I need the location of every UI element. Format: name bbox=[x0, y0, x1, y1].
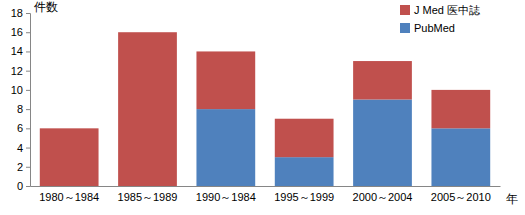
legend-item: J Med 医中誌 bbox=[400, 4, 480, 16]
x-tick-label: 1990～1984 bbox=[196, 191, 256, 203]
y-tick-label: 4 bbox=[17, 142, 23, 154]
y-axis: 0 2 4 6 8 10 12 14 16 18 bbox=[11, 7, 31, 192]
y-tick: 2 bbox=[17, 161, 30, 173]
y-tick-mark bbox=[26, 148, 30, 149]
y-tick: 18 bbox=[11, 7, 30, 19]
x-tick: 1995～1999 bbox=[274, 186, 334, 203]
y-tick-mark bbox=[26, 90, 30, 91]
bar-series bbox=[40, 32, 490, 186]
x-axis: 1980～1984 1985～1989 1990～1984 1995～1999 2000… bbox=[31, 186, 501, 203]
y-tick: 0 bbox=[17, 180, 30, 192]
y-tick-label: 8 bbox=[17, 103, 23, 115]
bar bbox=[353, 61, 412, 99]
bar bbox=[353, 100, 412, 187]
x-tick-label: 1980～1984 bbox=[39, 191, 99, 203]
y-tick-mark bbox=[26, 32, 30, 33]
y-axis-title: 件数 bbox=[34, 0, 58, 14]
y-tick-label: 2 bbox=[17, 161, 23, 173]
y-tick-label: 14 bbox=[11, 45, 23, 57]
bar bbox=[40, 128, 99, 186]
y-tick-mark bbox=[26, 128, 30, 129]
x-tick: 1980～1984 bbox=[39, 186, 99, 203]
x-tick: 1985～1989 bbox=[118, 186, 178, 203]
y-axis-line bbox=[26, 14, 31, 187]
x-tick-label: 2005～2010 bbox=[431, 191, 491, 203]
y-tick-mark bbox=[26, 109, 30, 110]
y-tick-mark bbox=[26, 51, 30, 52]
y-tick-mark bbox=[26, 13, 30, 14]
x-tick: 2000～2004 bbox=[353, 186, 413, 203]
y-tick-label: 10 bbox=[11, 84, 23, 96]
x-tick: 1990～1984 bbox=[196, 186, 256, 203]
y-tick-label: 18 bbox=[11, 7, 23, 19]
x-axis-title: 年 bbox=[506, 192, 518, 206]
bar bbox=[431, 128, 490, 186]
y-tick: 4 bbox=[17, 142, 30, 154]
legend-swatch bbox=[400, 23, 410, 33]
y-tick: 6 bbox=[17, 122, 30, 134]
legend-label: PubMed bbox=[414, 22, 455, 34]
y-tick-mark bbox=[26, 167, 30, 168]
x-tick-label: 1995～1999 bbox=[274, 191, 334, 203]
chart-container: 0 2 4 6 8 10 12 14 16 18 1980～1984 1985～1989 1990～19… bbox=[0, 0, 525, 215]
legend-label: J Med 医中誌 bbox=[414, 4, 480, 16]
legend: J Med 医中誌 PubMed bbox=[400, 4, 480, 34]
x-axis-line bbox=[31, 186, 501, 187]
y-tick: 14 bbox=[11, 45, 30, 57]
x-tick: 2005～2010 bbox=[431, 186, 491, 203]
y-tick-mark bbox=[26, 71, 30, 72]
bar bbox=[196, 109, 255, 186]
x-tick-label: 2000～2004 bbox=[353, 191, 413, 203]
bar bbox=[431, 90, 490, 128]
y-tick-mark bbox=[26, 186, 30, 187]
y-tick: 8 bbox=[17, 103, 30, 115]
bar bbox=[196, 51, 255, 109]
bar bbox=[275, 157, 334, 186]
y-tick: 12 bbox=[11, 65, 30, 77]
y-tick-label: 12 bbox=[11, 65, 23, 77]
y-tick: 10 bbox=[11, 84, 30, 96]
y-tick-label: 0 bbox=[17, 180, 23, 192]
y-tick-label: 16 bbox=[11, 26, 23, 38]
chart-svg: 0 2 4 6 8 10 12 14 16 18 1980～1984 1985～1989 1990～19… bbox=[0, 0, 525, 215]
legend-item: PubMed bbox=[400, 22, 455, 34]
plot-area bbox=[40, 32, 490, 186]
legend-swatch bbox=[400, 5, 410, 15]
y-tick: 16 bbox=[11, 26, 30, 38]
x-tick-label: 1985～1989 bbox=[118, 191, 178, 203]
bar bbox=[275, 119, 334, 157]
bar bbox=[118, 32, 177, 186]
y-tick-label: 6 bbox=[17, 122, 23, 134]
